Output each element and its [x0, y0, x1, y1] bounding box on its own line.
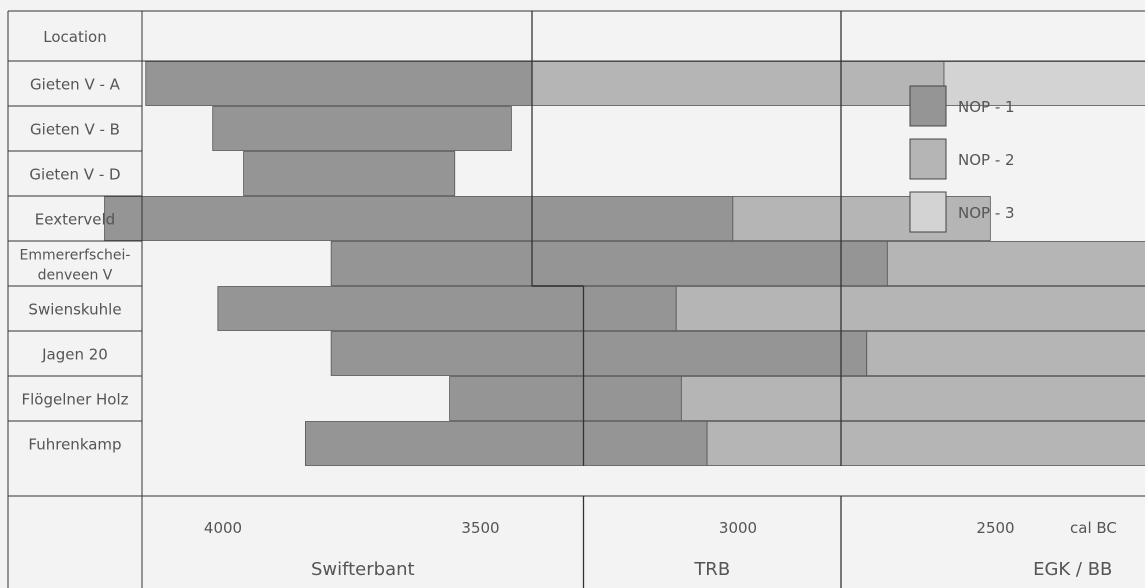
bar-segment: [675, 286, 1145, 331]
bar-segment: [866, 331, 1145, 376]
unit-label: cal BC: [1070, 519, 1117, 537]
legend-label: NOP - 1: [958, 98, 1015, 116]
location-label: Flögelner Holz: [21, 391, 128, 409]
x-tick-label: 4000: [204, 519, 242, 537]
bar-segment: [943, 61, 1145, 106]
bar-segment: [145, 61, 533, 106]
location-label: Emmererfschei-: [20, 248, 131, 264]
location-label: Gieten Ⅴ - A: [30, 76, 121, 94]
bar-segment: [706, 421, 1145, 466]
location-label: Gieten Ⅴ - D: [29, 166, 120, 184]
legend-swatch: [909, 85, 947, 127]
bar-segment: [330, 241, 888, 286]
bar-segment: [217, 286, 677, 331]
location-label: Eexterveld: [35, 211, 115, 229]
period-label: Swifterbant: [311, 559, 415, 580]
bar-segment: [330, 331, 868, 376]
bar-segment: [212, 106, 512, 151]
bar-segment: [304, 421, 708, 466]
bar-segment: [104, 196, 734, 241]
legend-swatch: [909, 191, 947, 233]
bar-segment: [449, 376, 682, 421]
bar-segment: [531, 61, 945, 106]
x-tick-label: 3500: [461, 519, 499, 537]
period-label: TRB: [693, 559, 730, 580]
location-label: Swienskuhle: [28, 301, 121, 319]
legend-label: NOP - 2: [958, 151, 1015, 169]
bar-segment: [732, 196, 991, 241]
row-header-label: Location: [43, 28, 106, 46]
x-tick-label: 2500: [976, 519, 1014, 537]
bar-segment: [243, 151, 456, 196]
bar-segment: [886, 241, 1145, 286]
x-tick-label: 3000: [719, 519, 757, 537]
location-label: denveen Ⅴ: [38, 268, 113, 284]
location-label: Gieten Ⅴ - B: [30, 121, 120, 139]
period-label: EGK / BB: [1033, 559, 1112, 580]
bar-segment: [680, 376, 1145, 421]
legend-label: NOP - 3: [958, 204, 1015, 222]
location-label: Fuhrenkamp: [28, 436, 121, 454]
location-label: Jagen 20: [41, 346, 108, 364]
legend-swatch: [909, 138, 947, 180]
